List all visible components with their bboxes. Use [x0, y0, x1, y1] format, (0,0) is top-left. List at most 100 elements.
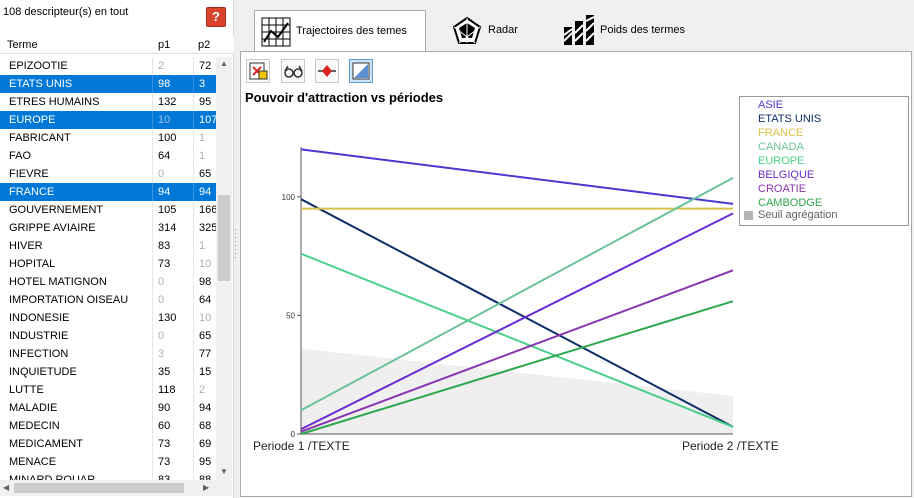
- tab-label-trajectoires: Trajectoires des temes: [296, 25, 407, 37]
- table-row[interactable]: FIEVRE 0 65: [0, 165, 216, 183]
- vertical-scrollbar[interactable]: ▲ ▼: [216, 57, 232, 480]
- table-row[interactable]: MEDICAMENT 73 69: [0, 435, 216, 453]
- tab-label-poids: Poids des termes: [600, 24, 685, 36]
- column-separator: [152, 111, 153, 129]
- vertical-scroll-thumb[interactable]: [218, 195, 230, 281]
- table-row[interactable]: ETATS UNIS 98 3: [0, 75, 216, 93]
- table-row[interactable]: MINARD ROUAR 83 88: [0, 471, 216, 480]
- splitter-grip-icon[interactable]: · · · · · · · ·: [234, 225, 237, 262]
- table-row[interactable]: IMPORTATION OISEAU 0 64: [0, 291, 216, 309]
- threshold-area: [301, 348, 733, 434]
- row-p2: 94: [199, 186, 212, 198]
- row-term: EPIZOOTIE: [9, 60, 68, 72]
- column-separator: [152, 183, 153, 201]
- row-p2: 107: [199, 114, 216, 126]
- table-row[interactable]: FAO 64 1: [0, 147, 216, 165]
- tab-radar[interactable]: Radar: [448, 10, 538, 52]
- column-separator: [152, 57, 153, 75]
- row-term: FABRICANT: [9, 132, 71, 144]
- horizontal-scrollbar[interactable]: ◀ ▶: [0, 480, 232, 496]
- column-separator: [152, 147, 153, 165]
- column-separator: [152, 381, 153, 399]
- table-row[interactable]: EUROPE 10 107: [0, 111, 216, 129]
- column-separator: [193, 309, 194, 327]
- table-row[interactable]: HOPITAL 73 10: [0, 255, 216, 273]
- column-separator: [193, 399, 194, 417]
- series-line-asie: [300, 148, 734, 205]
- row-term: INDUSTRIE: [9, 330, 69, 342]
- table-row[interactable]: FRANCE 94 94: [0, 183, 216, 201]
- legend-threshold-swatch: [744, 211, 753, 220]
- column-separator: [152, 201, 153, 219]
- legend-item-threshold: Seuil agrégation: [758, 209, 838, 221]
- column-separator: [152, 93, 153, 111]
- scroll-left-icon[interactable]: ◀: [3, 483, 10, 492]
- table-row[interactable]: INDUSTRIE 0 65: [0, 327, 216, 345]
- column-separator: [193, 417, 194, 435]
- table-row[interactable]: GOUVERNEMENT 105 166: [0, 201, 216, 219]
- legend-item: CROATIE: [758, 183, 807, 195]
- scroll-down-icon[interactable]: ▼: [220, 467, 228, 476]
- table-row[interactable]: INQUIETUDE 35 15: [0, 363, 216, 381]
- column-separator: [193, 291, 194, 309]
- x-category-label: Periode 2 /TEXTE: [682, 439, 779, 453]
- toolbar-threshold-button[interactable]: [349, 59, 373, 83]
- row-term: INDONESIE: [9, 312, 70, 324]
- table-row[interactable]: GRIPPE AVIAIRE 314 325: [0, 219, 216, 237]
- table-row[interactable]: INDONESIE 130 10: [0, 309, 216, 327]
- column-separator: [193, 381, 194, 399]
- table-row[interactable]: EPIZOOTIE 2 72: [0, 57, 216, 75]
- table-row[interactable]: ETRES HUMAINS 132 95: [0, 93, 216, 111]
- table-row[interactable]: MENACE 73 95: [0, 453, 216, 471]
- row-term: HOTEL MATIGNON: [9, 276, 107, 288]
- column-separator: [193, 453, 194, 471]
- row-term: IMPORTATION OISEAU: [9, 294, 129, 306]
- table-row[interactable]: MALADIE 90 94: [0, 399, 216, 417]
- row-p2: 3: [199, 78, 206, 90]
- table-row[interactable]: HIVER 83 1: [0, 237, 216, 255]
- table-row[interactable]: HOTEL MATIGNON 0 98: [0, 273, 216, 291]
- scroll-right-icon[interactable]: ▶: [203, 483, 210, 492]
- tab-poids[interactable]: Poids des termes: [560, 10, 700, 52]
- column-header-p1[interactable]: p1: [158, 39, 171, 51]
- row-p1: 2: [158, 60, 165, 72]
- row-p1: 73: [158, 438, 171, 450]
- row-p1: 0: [158, 168, 165, 180]
- table-row[interactable]: MEDECIN 60 68: [0, 417, 216, 435]
- row-term: MEDECIN: [9, 420, 60, 432]
- row-p1: 90: [158, 402, 171, 414]
- column-separator: [193, 219, 194, 237]
- row-p2: 64: [199, 294, 212, 306]
- series-line-croatie: [300, 269, 734, 433]
- row-term: GOUVERNEMENT: [9, 204, 104, 216]
- horizontal-scroll-thumb[interactable]: [14, 483, 184, 493]
- column-separator: [152, 345, 153, 363]
- row-p2: 95: [199, 456, 212, 468]
- chart-legend: ASIE ETATS UNIS FRANCE CANADA EUROPE BELGIQUE…: [739, 96, 909, 226]
- toolbar-export-button[interactable]: [246, 59, 270, 83]
- column-separator: [193, 471, 194, 480]
- table-row[interactable]: FABRICANT 100 1: [0, 129, 216, 147]
- column-separator: [193, 273, 194, 291]
- legend-item: ASIE: [758, 99, 784, 111]
- table-row[interactable]: LUTTE 118 2: [0, 381, 216, 399]
- column-header-p2[interactable]: p2: [198, 39, 211, 51]
- help-icon[interactable]: ?: [206, 7, 226, 27]
- series-line-belgique: [300, 212, 734, 431]
- column-separator: [152, 309, 153, 327]
- row-p1: 94: [158, 186, 171, 198]
- row-term: HIVER: [9, 240, 43, 252]
- row-term: ETRES HUMAINS: [9, 96, 100, 108]
- descriptor-count: 108 descripteur(s) en tout: [3, 6, 129, 18]
- table-row[interactable]: INFECTION 3 77: [0, 345, 216, 363]
- scroll-up-icon[interactable]: ▲: [220, 59, 228, 68]
- toolbar-trajectory-button[interactable]: [315, 59, 339, 83]
- column-separator: [193, 165, 194, 183]
- row-term: ETATS UNIS: [9, 78, 73, 90]
- tab-trajectoires[interactable]: Trajectoires des temes: [254, 10, 426, 52]
- row-p1: 73: [158, 456, 171, 468]
- toolbar-view-button[interactable]: [281, 59, 305, 83]
- row-p2: 1: [199, 132, 206, 144]
- column-header-term[interactable]: Terme: [7, 39, 38, 51]
- legend-item: BELGIQUE: [758, 169, 815, 181]
